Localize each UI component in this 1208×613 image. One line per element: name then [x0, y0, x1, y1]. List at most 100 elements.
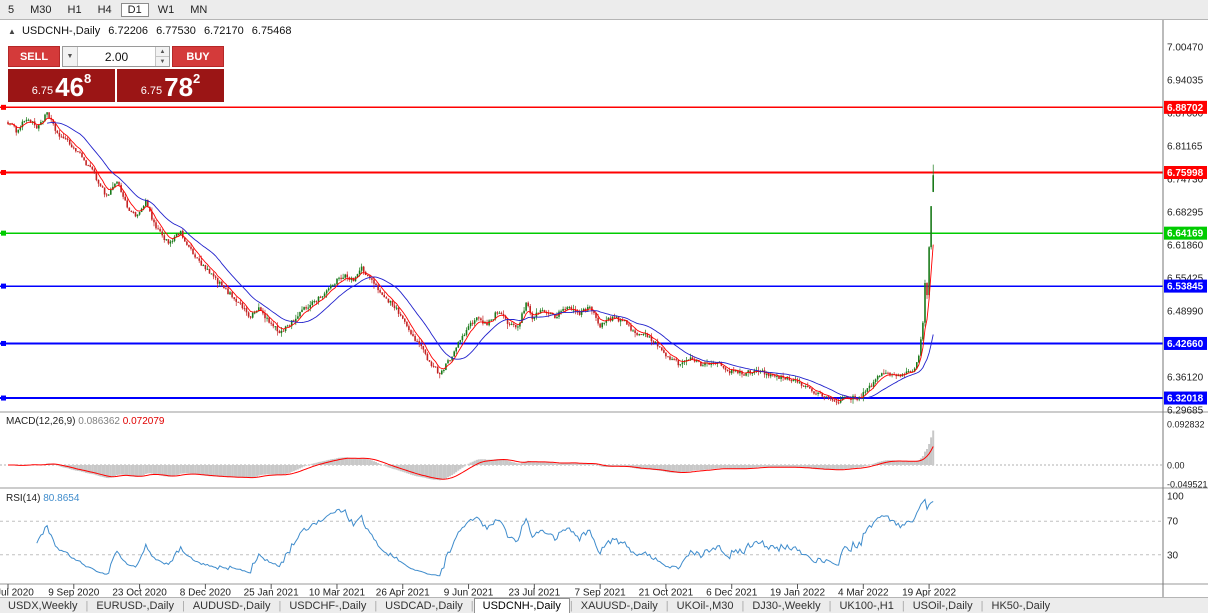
- tab-separator: |: [828, 599, 832, 612]
- price-axis-label: 6.68295: [1167, 208, 1204, 219]
- price-level-badge: [1164, 391, 1207, 405]
- chart-tab-usdcnh-daily[interactable]: USDCNH-,Daily: [473, 598, 570, 613]
- macd-axis-label: 0.00: [1167, 461, 1185, 471]
- level-line-handle: [1, 230, 6, 236]
- ohlc-close: 6.75468: [251, 25, 292, 37]
- one-click-trade-panel: SELL ▼ 2.00 ▲ ▼ BUY 6.75 46 8 6.75 78 2: [8, 46, 224, 102]
- macd-signal-line: [8, 446, 934, 480]
- macd-histogram: [9, 430, 935, 481]
- chart-tab-usdx-weekly[interactable]: USDX,Weekly: [8, 599, 78, 612]
- date-axis-label: 10 Mar 2021: [309, 588, 366, 598]
- timeframe-button-5[interactable]: 5: [8, 3, 15, 16]
- rsi-line: [36, 498, 934, 577]
- timeframe-button-mn[interactable]: MN: [190, 3, 208, 16]
- price-level-badge-text: 6.88702: [1167, 103, 1204, 114]
- chart-tab-usdcad-daily[interactable]: USDCAD-,Daily: [385, 599, 463, 612]
- tab-separator: |: [85, 599, 89, 612]
- collapse-icon[interactable]: ▲: [8, 27, 16, 36]
- date-axis-label: 21 Oct 2021: [639, 588, 694, 598]
- price-axis-label: 6.61860: [1167, 241, 1204, 252]
- date-axis-label: 6 Dec 2021: [706, 588, 758, 598]
- timeframe-button-d1[interactable]: D1: [120, 2, 149, 17]
- volume-value[interactable]: 2.00: [104, 49, 129, 64]
- date-axis-label: 23 Oct 2020: [112, 588, 167, 598]
- tab-separator: |: [374, 599, 378, 612]
- chart-tab-audusd-daily[interactable]: AUDUSD-,Daily: [192, 599, 271, 612]
- tab-separator: |: [278, 599, 282, 612]
- date-axis-label: 9 Sep 2020: [48, 588, 100, 598]
- volume-decrease-icon[interactable]: ▼: [156, 57, 169, 66]
- sell-button[interactable]: SELL: [8, 46, 60, 67]
- timeframe-toolbar: 5 M30 H1 H4 D1 W1 MN: [0, 0, 1208, 20]
- chart-tab-usdchf-daily[interactable]: USDCHF-,Daily: [289, 599, 367, 612]
- ohlc-low: 6.72170: [203, 25, 244, 37]
- horizontal-level-lines[interactable]: [0, 104, 1163, 401]
- date-axis-label: 25 Jan 2021: [244, 588, 299, 598]
- chart-area: 7.00470 6.94035 6.87600 6.81165 6.74730 6.682…: [0, 20, 1208, 597]
- level-line-handle: [1, 283, 6, 289]
- price-level-badge: [1164, 165, 1207, 179]
- price-chart-canvas[interactable]: 7.00470 6.94035 6.87600 6.81165 6.74730 6.682…: [0, 20, 1208, 597]
- timeframe-button-m30[interactable]: M30: [30, 3, 52, 16]
- tab-separator: |: [901, 599, 905, 612]
- price-level-badge: [1164, 279, 1207, 293]
- price-level-badge-text: 6.42660: [1167, 339, 1204, 350]
- chart-tab-hk50-daily[interactable]: HK50-,Daily: [991, 599, 1051, 612]
- price-axis-label: 6.36120: [1167, 373, 1204, 384]
- chart-tab-xauusd-daily[interactable]: XAUUSD-,Daily: [580, 599, 658, 612]
- chart-tab-usoil-daily[interactable]: USOil-,Daily: [912, 599, 973, 612]
- price-level-badge-text: 6.75998: [1167, 168, 1204, 179]
- volume-stepper[interactable]: ▼ 2.00 ▲ ▼: [62, 46, 170, 67]
- candlestick-series: [7, 112, 934, 406]
- price-level-badge-text: 6.64169: [1167, 229, 1204, 240]
- rsi-axis-label: 100: [1167, 492, 1184, 503]
- ask-price-sup: 2: [193, 71, 201, 86]
- price-axis-label: 6.29685: [1167, 406, 1204, 417]
- price-level-badge-text: 6.32018: [1167, 394, 1204, 405]
- price-axis-label: 6.74730: [1167, 175, 1204, 186]
- price-axis-label: 6.81165: [1167, 142, 1203, 153]
- tab-separator: |: [470, 599, 474, 612]
- chart-tab-uk100-h1[interactable]: UK100-,H1: [839, 599, 894, 612]
- ohlc-high: 6.77530: [156, 25, 196, 37]
- date-axis-label: 4 Mar 2022: [838, 588, 889, 598]
- tab-separator: |: [665, 599, 669, 612]
- fast-ma-line: [7, 117, 934, 401]
- date-axis-label: 19 Apr 2022: [902, 588, 956, 598]
- tab-separator: |: [569, 599, 573, 612]
- chart-ohlc-header: ▲ USDCNH-,Daily 6.72206 6.77530 6.72170 …: [8, 25, 297, 37]
- date-axis-label: 9 Jun 2021: [444, 588, 494, 598]
- chart-tab-ukoil-m30[interactable]: UKOil-,M30: [676, 599, 734, 612]
- price-axis-label: 6.55425: [1167, 274, 1204, 285]
- ask-price-head: 6.75: [140, 85, 163, 97]
- level-line-handle: [1, 169, 6, 175]
- chart-tab-eurusd-daily[interactable]: EURUSD-,Daily: [96, 599, 174, 612]
- volume-increase-icon[interactable]: ▲: [156, 47, 169, 57]
- slow-ma-line: [47, 122, 934, 400]
- ask-price-box[interactable]: 6.75 78 2: [117, 69, 224, 102]
- rsi-axis-label: 70: [1167, 517, 1179, 528]
- macd-label: MACD(12,26,9) 0.086362 0.072079: [6, 416, 165, 427]
- tab-separator: |: [181, 599, 185, 612]
- bid-price-box[interactable]: 6.75 46 8: [8, 69, 115, 102]
- ohlc-open: 6.72206: [108, 25, 149, 37]
- bid-price-big: 46: [55, 72, 85, 102]
- timeframe-button-h1[interactable]: H1: [67, 3, 82, 16]
- tab-separator: |: [980, 599, 984, 612]
- price-axis-label: 6.48990: [1167, 307, 1204, 318]
- bid-price-head: 6.75: [31, 85, 54, 97]
- volume-dropdown-icon[interactable]: ▼: [63, 47, 78, 66]
- buy-button[interactable]: BUY: [172, 46, 224, 67]
- chart-symbol-label: USDCNH-,Daily: [21, 25, 101, 37]
- date-axis-label: 19 Jan 2022: [770, 588, 825, 598]
- macd-axis-label: -0.049521: [1167, 479, 1208, 489]
- chart-tab-dj30-weekly[interactable]: DJ30-,Weekly: [752, 599, 821, 612]
- level-line-handle: [1, 104, 6, 110]
- timeframe-button-w1[interactable]: W1: [157, 3, 175, 16]
- price-axis-label: 6.87600: [1167, 109, 1204, 120]
- price-level-badge: [1164, 100, 1207, 114]
- chart-tabbar: USDX,Weekly | EURUSD-,Daily | AUDUSD-,Daily |…: [0, 597, 1208, 613]
- tab-separator: |: [741, 599, 745, 612]
- timeframe-button-h4[interactable]: H4: [97, 3, 112, 16]
- date-axis-label: 26 Apr 2021: [376, 588, 430, 598]
